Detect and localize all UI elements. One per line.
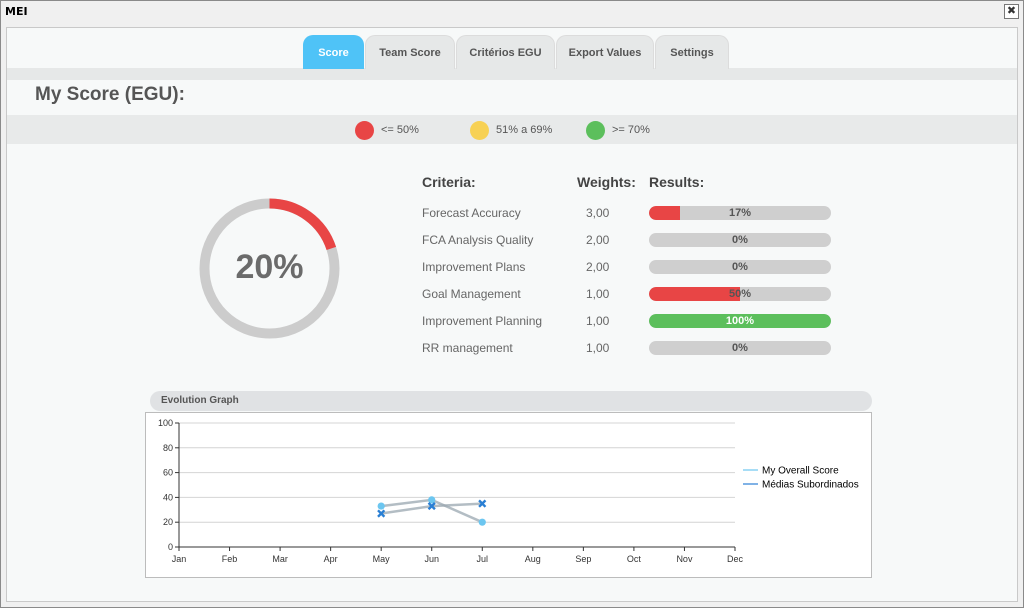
result-bar: 0%: [649, 233, 831, 247]
criteria-row: Improvement Plans 2,00 0%: [7, 259, 1017, 277]
x-tick-label: May: [373, 554, 391, 564]
result-label: 50%: [728, 288, 752, 300]
criteria-weight: 1,00: [586, 287, 610, 301]
legend-label: Médias Subordinados: [762, 480, 859, 491]
criteria-row: FCA Analysis Quality 2,00 0%: [7, 232, 1017, 250]
y-tick-label: 80: [163, 443, 173, 453]
result-bar-fill: [649, 287, 740, 301]
legend-label: My Overall Score: [762, 466, 839, 477]
x-tick-label: Sep: [575, 554, 591, 564]
result-label: 0%: [732, 342, 748, 354]
criteria-name: FCA Analysis Quality: [422, 233, 534, 247]
criteria-weight: 2,00: [586, 260, 610, 274]
result-label: 100%: [725, 315, 755, 327]
tab-criterios-egu[interactable]: Critérios EGU: [456, 35, 555, 69]
data-point: [478, 499, 487, 508]
criteria-weight: 1,00: [586, 341, 610, 355]
x-tick-label: Jun: [424, 554, 439, 564]
legend-item-high: >= 70%: [586, 120, 650, 140]
legend-label-high: >= 70%: [612, 124, 650, 136]
y-tick-label: 60: [163, 468, 173, 478]
criteria-row: Goal Management 1,00 50%: [7, 286, 1017, 304]
page-title: My Score (EGU):: [35, 84, 185, 105]
y-tick-label: 100: [158, 418, 173, 428]
evolution-graph-title: Evolution Graph: [161, 395, 239, 406]
yellow-dot-icon: [470, 120, 489, 140]
tab-export-values[interactable]: Export Values: [556, 35, 654, 69]
score-legend: <= 50% 51% a 69% >= 70%: [7, 115, 1017, 144]
result-bar: 50%: [649, 287, 831, 301]
data-point: [427, 502, 436, 511]
criteria-row: RR management 1,00 0%: [7, 340, 1017, 358]
criteria-weight: 3,00: [586, 206, 610, 220]
criteria-weight: 2,00: [586, 233, 610, 247]
legend-item-low: <= 50%: [355, 120, 419, 140]
data-point: [377, 509, 386, 518]
gauge-value-arc: [269, 198, 337, 251]
data-point: [377, 502, 385, 510]
criteria-name: Goal Management: [422, 287, 521, 301]
data-point: [478, 518, 486, 526]
evolution-graph-header: Evolution Graph: [150, 391, 872, 411]
criteria-header: Criteria:: [422, 174, 476, 190]
tab-settings[interactable]: Settings: [655, 35, 729, 69]
result-bar: 17%: [649, 206, 831, 220]
window-title: MEI: [5, 5, 28, 18]
y-tick-label: 20: [163, 517, 173, 527]
x-tick-label: Dec: [727, 554, 744, 564]
result-label: 0%: [732, 261, 748, 273]
result-label: 17%: [728, 207, 752, 219]
x-tick-label: Mar: [272, 554, 288, 564]
evolution-chart: 0 20 40 60 80 100 Jan Feb Mar Apr May Jun Jul Aug Sep O…: [158, 418, 859, 564]
result-bar: 0%: [649, 260, 831, 274]
result-bar: 0%: [649, 341, 831, 355]
x-tick-label: Feb: [222, 554, 238, 564]
y-tick-label: 40: [163, 492, 173, 502]
x-tick-label: Jan: [172, 554, 187, 564]
x-tick-label: Jul: [477, 554, 489, 564]
x-tick-label: Nov: [676, 554, 693, 564]
tab-team-score[interactable]: Team Score: [365, 35, 455, 69]
legend-label-mid: 51% a 69%: [496, 124, 553, 136]
criteria-weight: 1,00: [586, 314, 610, 328]
red-dot-icon: [355, 120, 374, 140]
gauge-value-label: 20%: [235, 248, 304, 286]
close-icon[interactable]: ✖: [1004, 4, 1019, 19]
data-point: [428, 496, 436, 504]
y-tick-label: 0: [168, 542, 173, 552]
criteria-row: Improvement Planning 1,00 100%: [7, 313, 1017, 331]
tab-strip: [7, 68, 1017, 80]
title-bar: MEI ✖: [1, 1, 1023, 23]
criteria-name: RR management: [422, 341, 513, 355]
result-bar: 100%: [649, 314, 831, 328]
green-dot-icon: [586, 120, 605, 140]
result-label: 0%: [732, 234, 748, 246]
score-gauge: [199, 198, 340, 339]
x-tick-label: Apr: [324, 554, 338, 564]
criteria-name: Forecast Accuracy: [422, 206, 521, 220]
legend-label-low: <= 50%: [381, 124, 419, 136]
criteria-name: Improvement Planning: [422, 314, 543, 328]
evolution-graph: 0 20 40 60 80 100 Jan Feb Mar Apr May Jun Jul Aug Sep O…: [145, 412, 872, 578]
tab-score[interactable]: Score: [303, 35, 364, 69]
legend-item-mid: 51% a 69%: [470, 120, 552, 140]
result-bar-fill: [649, 314, 831, 328]
x-tick-label: Oct: [627, 554, 642, 564]
criteria-name: Improvement Plans: [422, 260, 526, 274]
result-bar-fill: [649, 206, 680, 220]
weights-header: Weights:: [577, 174, 636, 190]
x-tick-label: Aug: [525, 554, 541, 564]
main-content: Score Team Score Critérios EGU Export Va…: [6, 27, 1018, 602]
criteria-row: Forecast Accuracy 3,00 17%: [7, 205, 1017, 223]
results-header: Results:: [649, 174, 705, 190]
